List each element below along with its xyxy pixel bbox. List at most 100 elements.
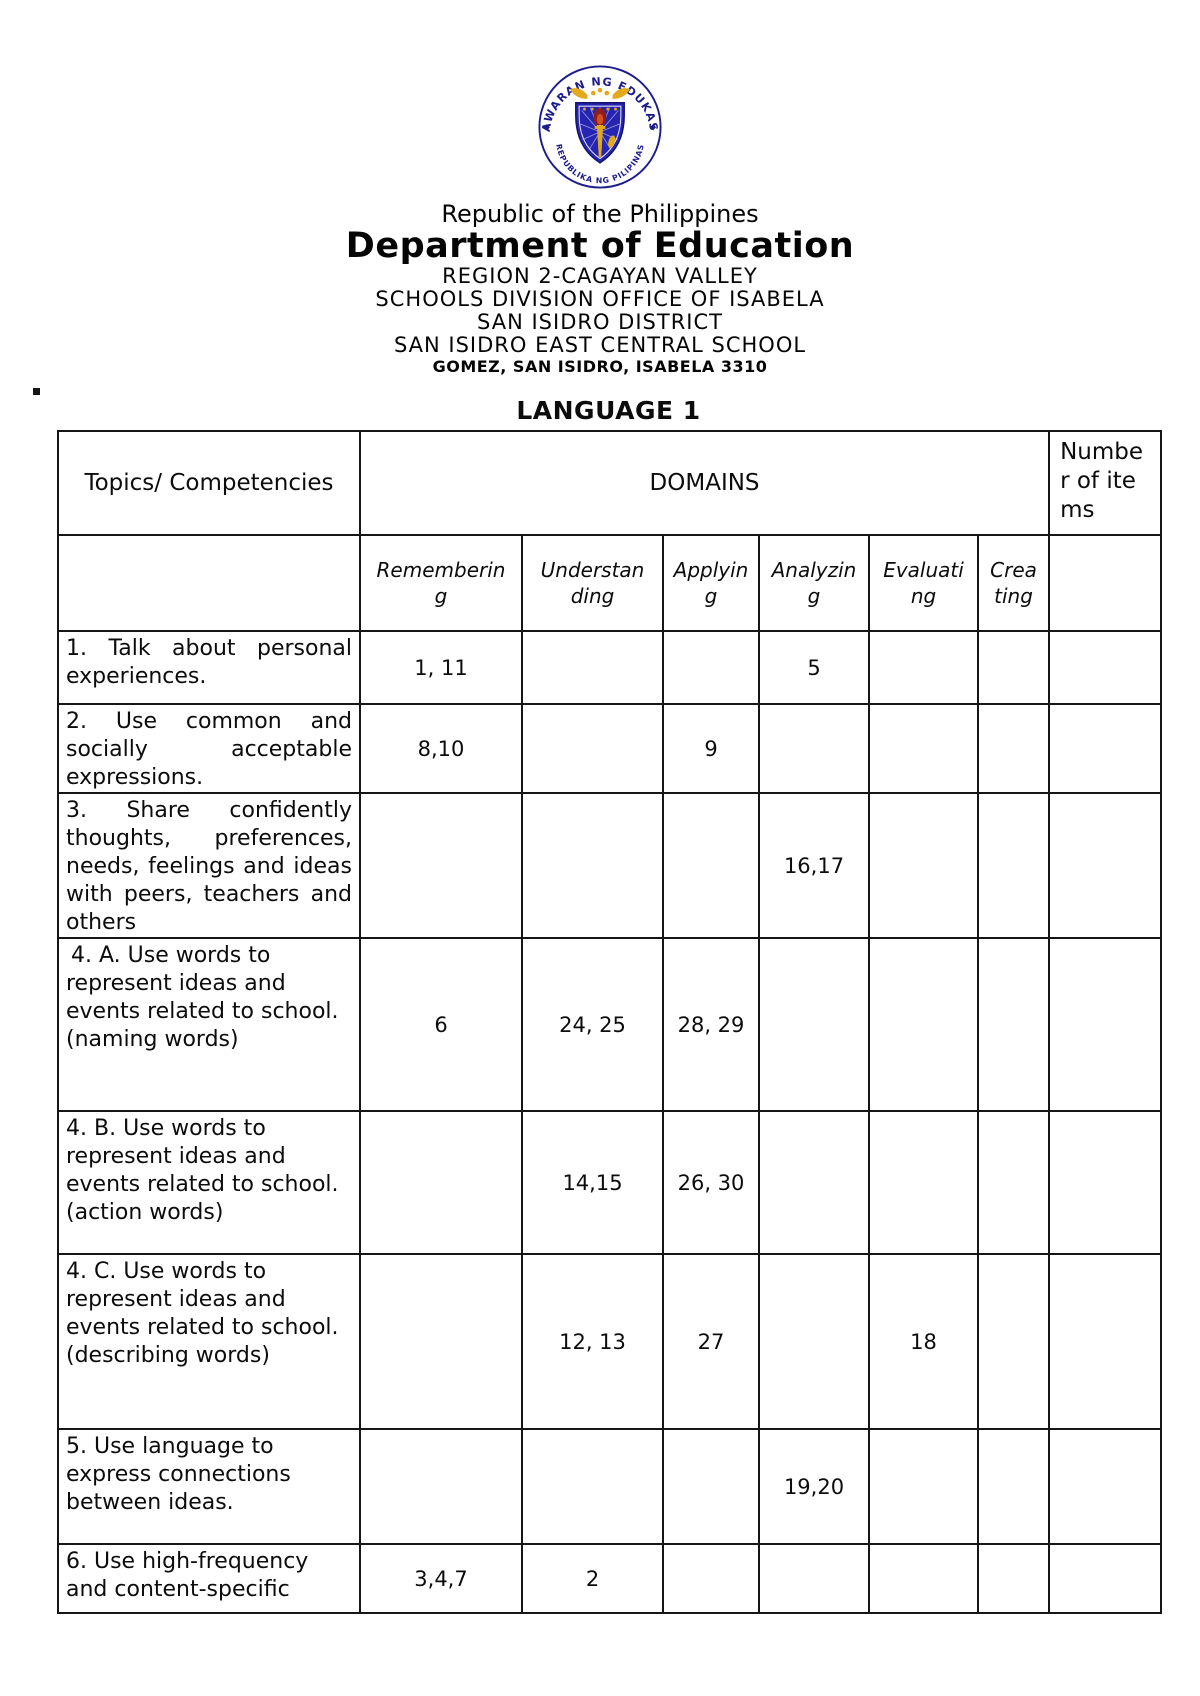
page-title: LANGUAGE 1 (516, 396, 701, 425)
letterhead-school: SAN ISIDRO EAST CENTRAL SCHOOL (393, 333, 807, 357)
letterhead-division: SCHOOLS DIVISION OFFICE OF ISABELA (375, 287, 825, 311)
items-cell (1048, 1253, 1163, 1430)
understanding-cell (521, 1428, 664, 1545)
remembering-cell (359, 1110, 523, 1255)
items-cell (1048, 630, 1163, 705)
applying-cell (662, 630, 760, 705)
creating-cell (976, 1253, 1051, 1430)
understanding-cell (521, 703, 664, 794)
topic-cell: 5. Use language to express connections b… (57, 1428, 361, 1545)
items-cell (1048, 937, 1163, 1112)
applying-cell: 9 (662, 703, 760, 794)
table-row: 6. Use high-frequency and content-specif… (57, 1543, 1163, 1614)
table-row: 3. Share confidently thoughts, preferenc… (57, 792, 1163, 939)
understanding-cell (521, 792, 664, 939)
analyzing-cell (758, 1543, 870, 1614)
understanding-cell (521, 630, 664, 705)
remembering-cell: 1, 11 (359, 630, 523, 705)
remembering-cell: 3,4,7 (359, 1543, 523, 1614)
domain-remembering-label: Remembering (376, 558, 506, 608)
empty-cell (1048, 534, 1163, 632)
creating-cell (976, 1110, 1051, 1255)
applying-cell: 26, 30 (662, 1110, 760, 1255)
evaluating-cell (868, 630, 979, 705)
items-cell (1048, 792, 1163, 939)
seal-laurel-ornaments (569, 87, 631, 99)
understanding-cell: 24, 25 (521, 937, 664, 1112)
domain-analyzing-label: Analyzing (771, 558, 857, 608)
topic-cell: 3. Share confidently thoughts, preferenc… (57, 792, 361, 939)
domain-applying: Applying (662, 534, 760, 632)
table-row: 2. Use common and socially acceptable ex… (57, 703, 1163, 794)
seal-shield (575, 102, 625, 164)
items-cell (1048, 1428, 1163, 1545)
letterhead-district: SAN ISIDRO DISTRICT (477, 310, 723, 334)
evaluating-cell (868, 1543, 979, 1614)
applying-cell (662, 1543, 760, 1614)
remembering-cell (359, 1428, 523, 1545)
topic-cell: 4. B. Use words to represent ideas and e… (57, 1110, 361, 1255)
items-cell (1048, 1110, 1163, 1255)
understanding-cell: 12, 13 (521, 1253, 664, 1430)
creating-cell (976, 703, 1051, 794)
items-cell (1048, 1543, 1163, 1614)
evaluating-cell (868, 703, 979, 794)
evaluating-cell: 18 (868, 1253, 979, 1430)
evaluating-cell (868, 1428, 979, 1545)
remembering-cell (359, 1253, 523, 1430)
topic-cell: 6. Use high-frequency and content-specif… (57, 1543, 361, 1614)
applying-cell: 28, 29 (662, 937, 760, 1112)
letterhead-department: Department of Education (345, 226, 855, 266)
deped-seal-logo: KAGAWARAN NG EDUKASYON REPUBLIKA NG PILI… (537, 64, 662, 189)
analyzing-cell (758, 1110, 870, 1255)
evaluating-cell (868, 792, 979, 939)
remembering-cell (359, 792, 523, 939)
domain-remembering: Remembering (359, 534, 523, 632)
table-row: 5. Use language to express connections b… (57, 1428, 1163, 1545)
topic-cell: 4. A. Use words to represent ideas and e… (57, 937, 361, 1112)
letterhead: Republic of the Philippines Department o… (0, 201, 1200, 377)
applying-cell: 27 (662, 1253, 760, 1430)
domains-header: DOMAINS (358, 430, 1051, 536)
items-cell (1048, 703, 1163, 794)
evaluating-cell (868, 1110, 979, 1255)
domain-analyzing: Analyzing (758, 534, 870, 632)
applying-cell (662, 792, 760, 939)
domain-creating: Creating (976, 534, 1051, 632)
domain-applying-label: Applying (673, 558, 749, 608)
creating-cell (976, 937, 1051, 1112)
understanding-cell: 2 (521, 1543, 664, 1614)
creating-cell (976, 792, 1051, 939)
number-of-items-label: Number of items (1060, 439, 1144, 523)
creating-cell (976, 630, 1051, 705)
topic-cell: 1. Talk about personal experiences. (57, 630, 361, 705)
number-of-items-header: Number of items (1048, 430, 1163, 536)
analyzing-cell: 16,17 (758, 792, 870, 939)
letterhead-address: GOMEZ, SAN ISIDRO, ISABELA 3310 (432, 357, 768, 376)
creating-cell (976, 1543, 1051, 1614)
domain-understanding-label: Understanding (540, 558, 645, 608)
evaluating-cell (868, 937, 979, 1112)
topic-cell: 2. Use common and socially acceptable ex… (57, 703, 361, 794)
topics-competencies-header: Topics/ Competencies (57, 430, 361, 536)
specifications-table: Topics/ Competencies DOMAINS Number of i… (57, 430, 1163, 1614)
empty-cell (57, 534, 361, 632)
analyzing-cell: 19,20 (758, 1428, 870, 1545)
analyzing-cell (758, 937, 870, 1112)
table-row: 4. C. Use words to represent ideas and e… (57, 1253, 1163, 1430)
creating-cell (976, 1428, 1051, 1545)
analyzing-cell: 5 (758, 630, 870, 705)
domain-evaluating: Evaluating (868, 534, 979, 632)
remembering-cell: 8,10 (359, 703, 523, 794)
letterhead-republic: Republic of the Philippines (441, 200, 759, 228)
table-header-row: Topics/ Competencies DOMAINS Number of i… (57, 430, 1163, 536)
seal-torch (593, 108, 607, 158)
table-row: 4. B. Use words to represent ideas and e… (57, 1110, 1163, 1255)
remembering-cell: 6 (359, 937, 523, 1112)
letterhead-region: REGION 2-CAGAYAN VALLEY (442, 264, 758, 288)
seal-map-shape (608, 135, 616, 148)
table-row: 1. Talk about personal experiences. 1, 1… (57, 630, 1163, 705)
stray-bullet-dot (33, 388, 40, 395)
domain-understanding: Understanding (521, 534, 664, 632)
